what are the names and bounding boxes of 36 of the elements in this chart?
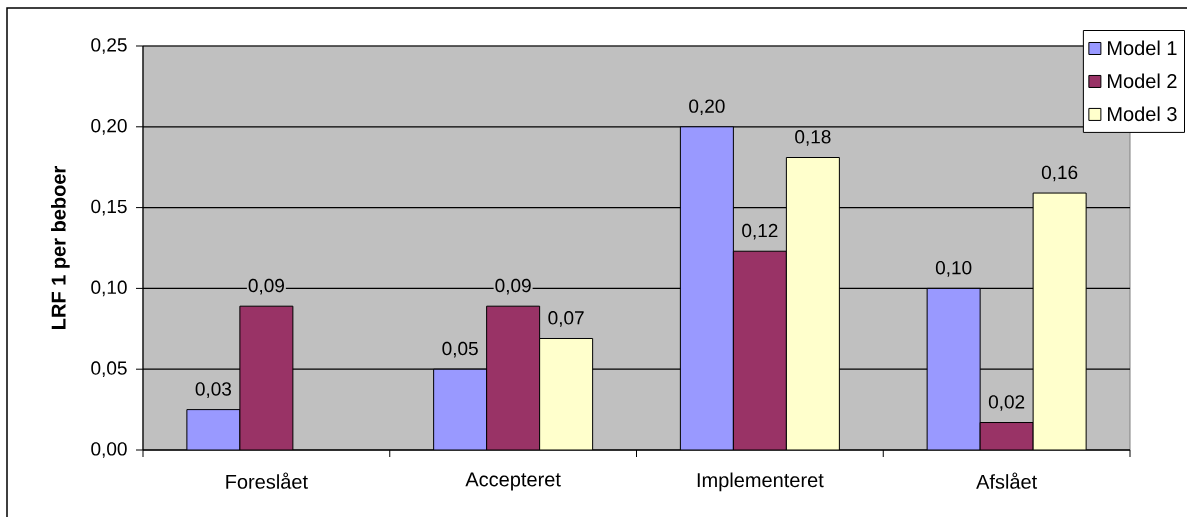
- data-label: 0,16: [1041, 165, 1078, 182]
- x-tick-label: Implementeret: [697, 472, 824, 492]
- data-label: 0,18: [795, 130, 831, 146]
- bar: [926, 287, 981, 450]
- x-tick-label: Foreslået: [226, 472, 308, 489]
- data-label: 0,09: [248, 278, 284, 295]
- bar: [679, 126, 734, 450]
- data-label: 0,03: [195, 382, 232, 398]
- legend-label: Model 3: [1108, 106, 1177, 122]
- x-tick-label: Afslået: [976, 472, 1038, 489]
- data-label: 0,10: [935, 261, 972, 277]
- bar: [186, 409, 241, 450]
- data-label: 0,02: [988, 395, 1025, 411]
- y-tick-label: 0,15: [91, 199, 127, 216]
- y-tick-label: 0,25: [91, 38, 127, 54]
- bar: [732, 250, 787, 450]
- bar: [486, 305, 541, 450]
- data-label: 0,20: [689, 99, 725, 116]
- data-label: 0,12: [742, 223, 778, 240]
- legend-label: Model 2: [1108, 73, 1177, 89]
- y-axis-title: LRF 1 per beboer: [51, 166, 70, 329]
- bar: [979, 422, 1034, 450]
- bar: [1032, 192, 1087, 450]
- y-tick-label: 0,00: [91, 442, 127, 458]
- bar: [785, 157, 840, 450]
- legend-label: Model 1: [1108, 40, 1177, 56]
- bar: [539, 338, 594, 450]
- x-tick-label: Accepteret: [465, 472, 561, 491]
- data-label: 0,07: [548, 311, 584, 327]
- y-tick-label: 0,10: [91, 280, 127, 297]
- bar: [433, 368, 488, 450]
- data-label: 0,05: [442, 341, 478, 358]
- y-tick-label: 0,05: [91, 361, 127, 378]
- y-tick-label: 0,20: [91, 118, 127, 135]
- data-label: 0,09: [495, 278, 531, 295]
- bar: [239, 305, 294, 450]
